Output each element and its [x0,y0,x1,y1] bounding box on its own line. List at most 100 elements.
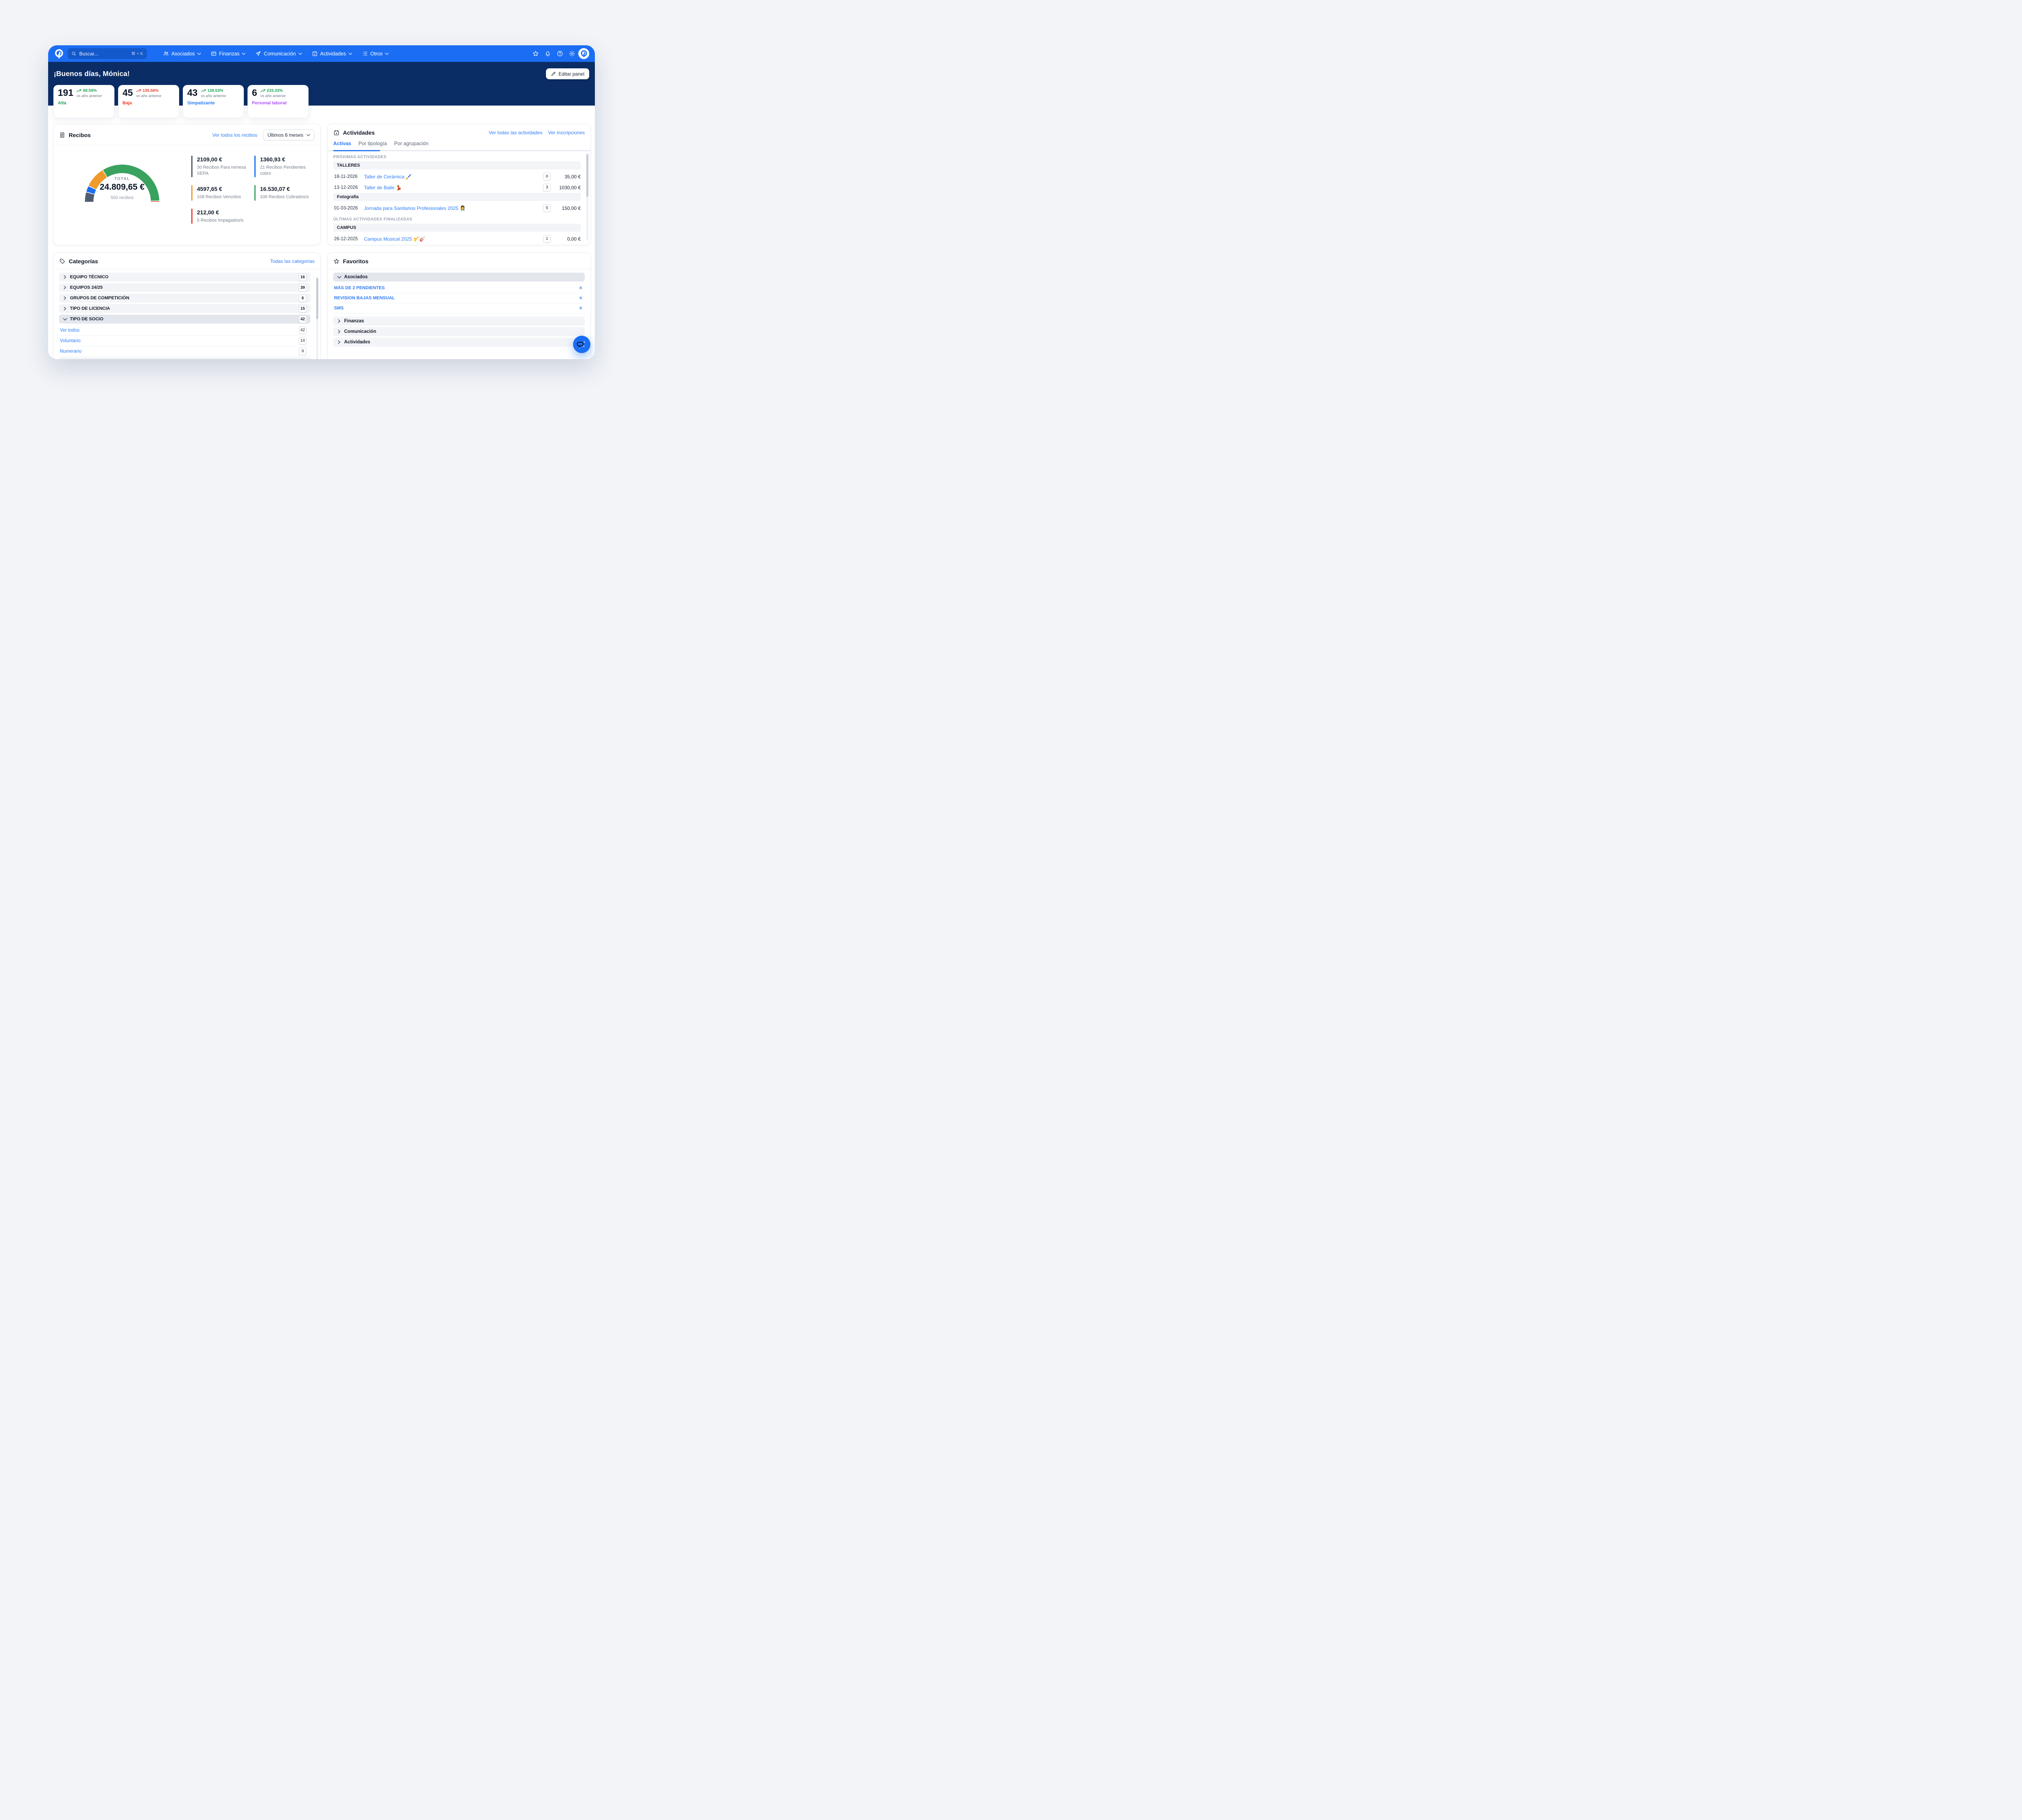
activity-link[interactable]: Taller de Cerámica 🖌️ [364,174,412,180]
activity-link[interactable]: Taller de Baile 💃 [364,184,402,190]
recibos-stat-21-recibos-pendientes-cobro: 1360,93 € 21 Recibos Pendientes cobro [254,156,315,177]
category-row-grupos-de-competicio-n[interactable]: GRUPOS DE COMPETICIÓN 6 [59,294,311,303]
recibos-stats: 2109,00 € 30 Recibos Para remesa SEPA 1360… [191,156,315,224]
chevron-right-icon [337,340,341,345]
nav-item-actividades[interactable]: Actividades [312,51,352,57]
category-child-ver-todos[interactable]: Ver todos 42 [59,325,311,336]
gauge-slice-recibos-cobrados-s [103,164,159,201]
chevron-down-icon [307,133,310,136]
nav-item-finanzas[interactable]: Finanzas [211,51,246,57]
favoritos-title: Favoritos [343,258,369,265]
nav-item-otros[interactable]: Otros [362,51,389,57]
gauge-total-caption: 500 recibos [110,195,134,200]
ver-inscripciones-link[interactable]: Ver inscripciones [548,130,585,135]
edit-panel-button[interactable]: Editar panel [546,68,589,79]
favorites-group-asociados[interactable]: Asociados [333,273,585,281]
categorias-panel: Categorías Todas las categorías EQUIPO T… [53,252,321,359]
nav-item-comunicacio-n[interactable]: Comunicación [255,51,302,57]
activity-row: 26-12-2025 Campus Musical 2025 🎷🎸 1 0,00 € [333,233,581,244]
trend-up-icon [260,89,265,92]
tab-por-tipologi-a[interactable]: Por tipología [358,141,387,146]
category-child-voluntario[interactable]: Voluntario 14 [59,336,311,346]
stat-card-trend: 135.56% [136,89,162,93]
recibos-stat-336-recibos-cobrados-s: 16.530,07 € 336 Recibos Cobrados/s [254,185,315,201]
category-child-numerario[interactable]: Numerario 9 [59,346,311,357]
stat-card-label: Personal laboral [252,101,287,106]
actividades-panel: Actividades Ver todas las actividades Ve… [327,124,591,245]
gauge-chart: TOTAL 24.809,65 € 500 recibos [82,161,163,207]
stat-card-baja[interactable]: 45 135.56% vs año anterior Baja [118,85,179,118]
stat-card-trend: 233.33% [260,89,286,93]
category-count-badge: 15 [298,305,307,313]
calendar-icon [312,51,317,56]
help-icon[interactable] [556,50,563,57]
activity-date: 18-11-2026 [334,174,357,179]
stat-card-value: 191 [58,87,74,98]
chevron-right-icon [63,296,66,301]
stat-card-value: 43 [187,87,198,98]
favorites-star-icon[interactable] [532,50,539,57]
date-range-select[interactable]: Últimos 6 meses [263,129,315,140]
favorite-link[interactable]: REVISION BAJAS MENSUAL [334,296,395,301]
categorias-list: EQUIPO TÉCNICO 16 EQUIPOS 24/25 39 GRUPOS DE… [53,269,320,359]
scrollbar-thumb[interactable] [586,154,588,197]
category-row-equipo-te-cnico[interactable]: EQUIPO TÉCNICO 16 [59,273,311,281]
activity-price: 35,00 € [564,174,581,180]
gauge-slice-recibos-vencidos [89,170,107,190]
stat-amount: 1360,93 € [260,156,286,163]
avatar[interactable] [578,48,589,59]
ver-todos-recibos-link[interactable]: Ver todos los recibos [212,132,258,138]
activity-link[interactable]: Jornada para Sanitarios Profesionales 20… [364,205,466,211]
tab-activas[interactable]: Activas [333,141,351,146]
stat-card-value: 45 [123,87,133,98]
chat-assistant-button[interactable] [573,336,590,353]
stat-card-alta[interactable]: 191 68.59% vs año anterior Alta [54,85,114,118]
category-row-tipo-de-licencia[interactable]: TIPO DE LICENCIA 15 [59,304,311,313]
category-row-tipo-de-socio[interactable]: TIPO DE SOCIO 42 [59,315,311,324]
tab-por-agrupacio-n[interactable]: Por agrupación [394,141,429,146]
stat-card-simpatizante[interactable]: 43 139.53% vs año anterior Simpatizante [183,85,243,118]
favorite-link[interactable]: SMS [334,306,344,311]
activity-row: 13-12-2026 Taller de Baile 💃 3 1030,00 € [333,182,581,193]
star-icon [333,258,340,265]
activity-price: 0,00 € [567,236,581,242]
scrollbar [316,277,318,359]
remove-favorite-icon[interactable]: ✕ [578,295,583,301]
gauge-total-value: 24.809,65 € [99,182,145,192]
remove-favorite-icon[interactable]: ✕ [578,305,583,311]
trend-up-icon [76,89,82,92]
activity-link[interactable]: Campus Musical 2025 🎷🎸 [364,236,425,242]
stat-description: 30 Recibos Para remesa SEPA [197,165,246,176]
activity-count-badge: 0 [543,173,551,180]
search-input[interactable]: Buscar... ⌘ + K [68,48,147,59]
stat-card-personal-laboral[interactable]: 6 233.33% vs año anterior Personal laboral [248,85,308,118]
chevron-down-icon [385,52,389,55]
settings-gear-icon[interactable] [569,50,575,57]
categorias-title: Categorías [69,258,98,265]
gauge-slice-recibos-impagados-s [150,201,160,202]
activity-count-badge: 1 [543,235,551,243]
stat-card-label: Simpatizante [187,101,215,106]
favorites-group-actividades[interactable]: Actividades [333,338,585,347]
remove-favorite-icon[interactable]: ✕ [578,285,583,291]
stat-card-trend: 68.59% [76,89,102,93]
stat-amount: 16.530,07 € [260,185,290,192]
stat-card-label: Baja [123,101,132,106]
favorites-group-comunicacio-n[interactable]: Comunicación [333,327,585,336]
favorites-group-finanzas[interactable]: Finanzas [333,317,585,326]
favorite-link[interactable]: MÁS DE 2 PENDIENTES [334,286,385,290]
chevron-right-icon [337,330,341,334]
chevron-down-icon [197,52,201,55]
activity-date: 13-12-2026 [334,185,358,190]
actividades-tabs: Activas Por tipología Por agrupación [328,136,590,150]
category-row-equipos-24-25[interactable]: EQUIPOS 24/25 39 [59,283,311,292]
scrollbar-thumb[interactable] [316,278,318,319]
ver-todas-actividades-link[interactable]: Ver todas las actividades [489,130,543,135]
notifications-bell-icon[interactable] [544,50,551,57]
recibos-panel: Recibos Ver todos los recibos Últimos 6 … [53,124,321,245]
nav-item-asociados[interactable]: Asociados [163,51,201,57]
chevron-down-icon [298,52,302,55]
chevron-right-icon [337,319,341,324]
todas-las-categorias-link[interactable]: Todas las categorías [270,258,315,264]
actividades-title: Actividades [343,129,375,136]
